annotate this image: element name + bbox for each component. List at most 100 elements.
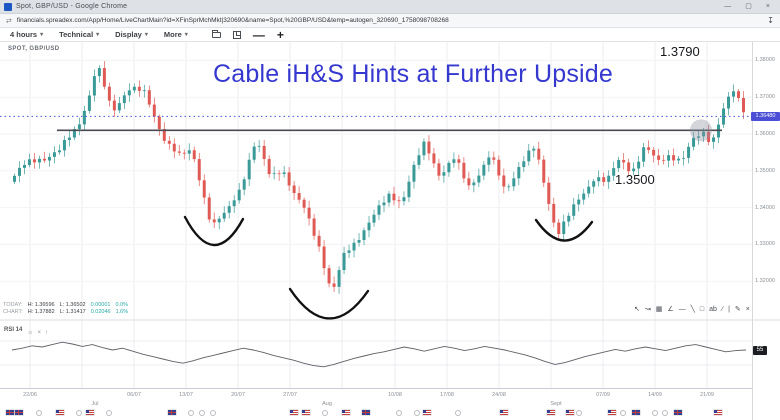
calendar-event-icon[interactable]: [652, 410, 658, 416]
flag-uk-icon[interactable]: [632, 410, 640, 415]
technical-label: Technical: [59, 30, 94, 39]
timeframe-dropdown[interactable]: 4 hours ▾: [10, 30, 43, 39]
price-axis[interactable]: [752, 42, 753, 420]
flag-us-icon[interactable]: [302, 410, 310, 415]
calendar-event-icon[interactable]: [455, 410, 461, 416]
flag-us-icon[interactable]: [500, 410, 508, 415]
head-arc[interactable]: [288, 287, 370, 320]
polyline-icon[interactable]: ↝: [644, 306, 651, 313]
flag-uk-icon[interactable]: [6, 410, 14, 415]
flag-us-icon[interactable]: [86, 410, 94, 415]
flag-us-icon[interactable]: [342, 410, 350, 415]
candlestick-chart[interactable]: [0, 42, 780, 388]
date-tick-label: 27/07: [283, 392, 297, 398]
calendar-event-icon[interactable]: [76, 410, 82, 416]
flag-us-icon[interactable]: [566, 410, 574, 415]
trendline-icon[interactable]: ╲: [690, 306, 695, 313]
calendar-event-icon[interactable]: [322, 410, 328, 416]
site-info-icon[interactable]: ⇄: [6, 17, 12, 25]
date-tick-label: 06/07: [127, 392, 141, 398]
time-axis[interactable]: [0, 388, 752, 389]
flag-uk-icon[interactable]: [674, 410, 682, 415]
channel-icon[interactable]: ∠: [667, 306, 674, 313]
technical-dropdown[interactable]: Technical ▾: [59, 30, 99, 39]
calendar-event-icon[interactable]: [199, 410, 205, 416]
close-button[interactable]: ×: [765, 3, 770, 10]
legend-high: H: 1.37882: [27, 309, 55, 315]
address-input[interactable]: financials.spreadex.com/App/Home/LiveCha…: [16, 17, 449, 24]
close-tools-icon[interactable]: ×: [745, 306, 750, 313]
url-bar: ⇄ financials.spreadex.com/App/Home/LiveC…: [0, 14, 780, 28]
calendar-event-icon[interactable]: [414, 410, 420, 416]
rectangle-icon[interactable]: □: [699, 306, 705, 313]
rsi-close-icon[interactable]: ×: [37, 329, 42, 336]
date-tick-label: 24/08: [492, 392, 506, 398]
rsi-move-up-icon[interactable]: ↑: [45, 329, 49, 336]
flag-us-icon[interactable]: [423, 410, 431, 415]
flag-uk-icon[interactable]: [362, 410, 370, 415]
legend-pct: 1.6%: [115, 309, 129, 315]
display-dropdown[interactable]: Display ▾: [115, 30, 148, 39]
more-dropdown[interactable]: More ▾: [164, 30, 188, 39]
flag-us-icon[interactable]: [56, 410, 64, 415]
rsi-settings-icon[interactable]: ☼: [27, 329, 34, 336]
flag-uk-icon[interactable]: [15, 410, 23, 415]
date-tick-label: 21/09: [700, 392, 714, 398]
month-label: Aug: [322, 401, 332, 407]
chevron-down-icon: ▾: [40, 32, 44, 38]
support-price-annotation[interactable]: 1.3500: [615, 172, 655, 187]
legend-label: CHART:: [3, 309, 23, 315]
open-chart-icon[interactable]: [211, 29, 221, 38]
flag-us-icon[interactable]: [714, 410, 722, 415]
rsi-line: [11, 341, 747, 368]
chart-headline-annotation[interactable]: Cable iH&S Hints at Further Upside: [212, 60, 613, 88]
draw-mode-icon[interactable]: ✎: [734, 306, 741, 313]
date-tick-label: 10/08: [388, 392, 402, 398]
calendar-event-icon[interactable]: [188, 410, 194, 416]
left-shoulder-arc[interactable]: [183, 215, 245, 247]
pointer-icon[interactable]: ↖: [634, 306, 640, 313]
price-tick-label: 1.33000: [755, 241, 775, 248]
zoom-in-button[interactable]: +: [276, 27, 284, 42]
legend-high: H: 1.36596: [27, 302, 55, 308]
price-tick-label: 1.35000: [755, 167, 775, 174]
chevron-down-icon: ▾: [144, 32, 148, 38]
flag-us-icon[interactable]: [608, 410, 616, 415]
calendar-event-icon[interactable]: [620, 410, 626, 416]
more-label: More: [163, 30, 182, 39]
minimize-button[interactable]: —: [724, 3, 732, 10]
legend-change: 0.00001: [90, 302, 111, 308]
price-tick-label: 1.36000: [755, 131, 775, 137]
price-tick-label: 1.34000: [755, 204, 775, 211]
flag-us-icon[interactable]: [290, 410, 298, 415]
window-title: Spot, GBP/USD - Google Chrome: [16, 3, 128, 10]
calendar-event-icon[interactable]: [36, 410, 42, 416]
save-chart-icon[interactable]: [232, 30, 241, 39]
calendar-event-icon[interactable]: [576, 410, 582, 416]
calendar-event-icon[interactable]: [396, 410, 402, 416]
ohlc-legend: TODAY: H: 1.36596 L: 1.36502 0.00001 0.0% CH…: [3, 302, 133, 316]
chevron-down-icon: ▾: [96, 32, 100, 38]
zoom-out-button[interactable]: —: [252, 27, 265, 42]
fibonacci-grid-icon[interactable]: ▦: [655, 306, 663, 313]
rsi-label: RSI 14: [4, 327, 23, 333]
calendar-event-icon[interactable]: [106, 410, 112, 416]
legend-label: TODAY:: [3, 302, 23, 308]
legend-low: L: 1.31417: [59, 309, 86, 315]
date-tick-label: 14/09: [648, 392, 662, 398]
maximize-button[interactable]: ▢: [745, 3, 752, 10]
text-tool-icon[interactable]: ab: [709, 306, 717, 313]
flag-us-icon[interactable]: [547, 410, 555, 415]
calendar-event-icon[interactable]: [210, 410, 216, 416]
freehand-icon[interactable]: ∕: [721, 306, 724, 313]
rsi-indicator-header: RSI 14 ☼ × ↑: [4, 321, 52, 339]
legend-change: 0.02046: [90, 309, 111, 315]
target-price-annotation[interactable]: 1.3790: [660, 44, 700, 59]
calendar-event-icon[interactable]: [662, 410, 668, 416]
breakout-highlight-circle[interactable]: [690, 119, 712, 142]
horizontal-line-icon[interactable]: —: [678, 306, 686, 313]
download-icon[interactable]: ↧: [767, 16, 774, 25]
flag-uk-icon[interactable]: [168, 410, 176, 415]
right-shoulder-arc[interactable]: [534, 218, 594, 242]
